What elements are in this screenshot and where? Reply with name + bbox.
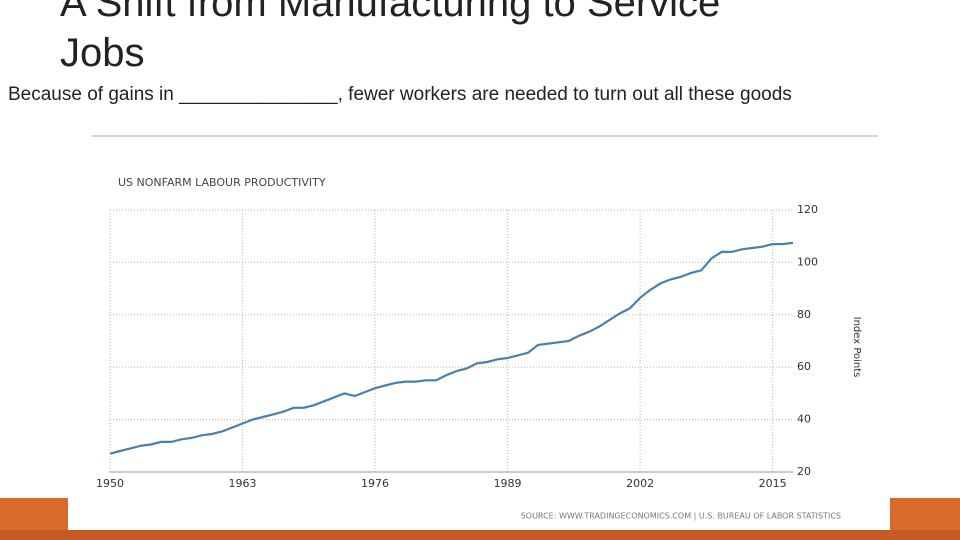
- y-tick-label: 100: [797, 255, 818, 268]
- slide-body: Because of gains in _______________, few…: [8, 84, 792, 105]
- y-axis-label: Index Points: [851, 317, 862, 378]
- x-tick-label: 1976: [361, 477, 389, 490]
- y-tick-label: 40: [797, 413, 811, 426]
- y-tick-label: 60: [797, 360, 811, 373]
- accent: [0, 530, 960, 540]
- slide-title: A Shift from Manufacturing to Service Jo…: [60, 0, 721, 75]
- x-tick-label: 2002: [626, 477, 654, 490]
- chart-title: US NONFARM LABOUR PRODUCTIVITY: [118, 176, 326, 189]
- y-tick-label: 80: [797, 308, 811, 321]
- source: SOURCE: WWW.TRADINGECONOMICS.COM | U.S. …: [521, 512, 841, 521]
- x-tick-label: 2015: [759, 477, 787, 490]
- y-tick-label: 20: [797, 465, 811, 478]
- x-tick-label: 1989: [494, 477, 522, 490]
- x-tick-label: 1950: [96, 477, 124, 490]
- data-line: [109, 241, 794, 455]
- y-tick-label: 120: [797, 203, 818, 216]
- chart-panel: [68, 155, 890, 530]
- x-tick-label: 1963: [229, 477, 257, 490]
